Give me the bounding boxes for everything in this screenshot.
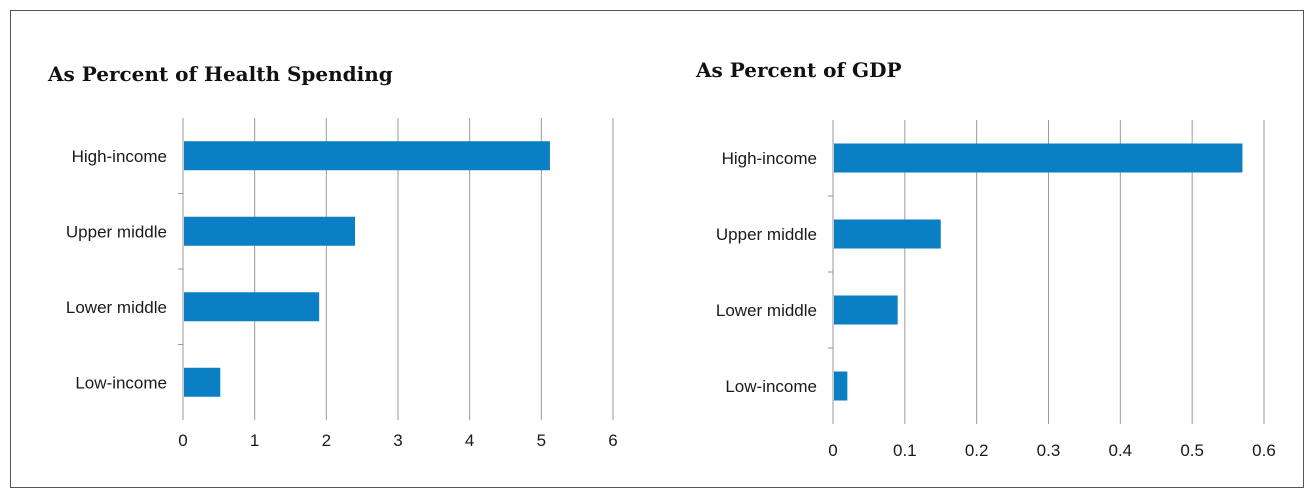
x-tick-label: 0 — [828, 441, 837, 460]
bar — [184, 141, 550, 171]
category-label: Low-income — [75, 373, 167, 392]
bar — [834, 219, 941, 249]
category-label: High-income — [722, 149, 817, 168]
category-label: Lower middle — [716, 301, 817, 320]
category-label: Upper middle — [716, 225, 817, 244]
bar — [184, 216, 355, 246]
x-tick-label: 0.2 — [965, 441, 989, 460]
chart-title-health-spending: As Percent of Health Spending — [48, 62, 393, 86]
x-tick-label: 5 — [537, 431, 546, 450]
x-tick-label: 0.1 — [893, 441, 917, 460]
x-tick-label: 0.5 — [1180, 441, 1204, 460]
x-tick-label: 6 — [608, 431, 617, 450]
x-tick-label: 0.3 — [1037, 441, 1061, 460]
chart-title-gdp: As Percent of GDP — [696, 58, 902, 82]
bar — [184, 292, 320, 322]
bar — [834, 295, 898, 325]
bar — [834, 143, 1243, 173]
x-tick-label: 0.6 — [1252, 441, 1276, 460]
x-tick-label: 0.4 — [1109, 441, 1133, 460]
category-label: High-income — [72, 147, 167, 166]
x-tick-label: 2 — [322, 431, 331, 450]
x-tick-label: 3 — [393, 431, 402, 450]
category-label: Low-income — [725, 377, 817, 396]
x-tick-label: 1 — [250, 431, 259, 450]
x-tick-label: 0 — [178, 431, 187, 450]
category-label: Lower middle — [66, 298, 167, 317]
category-label: Upper middle — [66, 222, 167, 241]
figure-frame — [10, 10, 1304, 488]
bar — [834, 371, 848, 401]
bar — [184, 367, 221, 397]
x-tick-label: 4 — [465, 431, 474, 450]
